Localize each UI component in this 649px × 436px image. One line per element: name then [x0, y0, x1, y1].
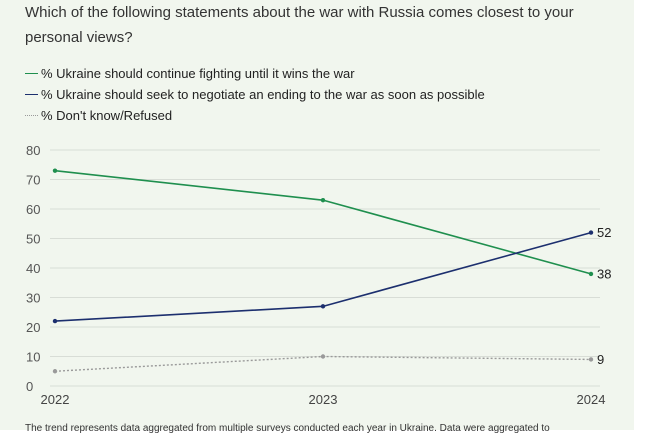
data-point-dontknow-2023: [320, 354, 326, 359]
x-tick-label-2023: 2023: [309, 392, 338, 407]
data-point-negotiate-2023: [320, 304, 326, 309]
legend-label-negotiate: % Ukraine should seek to negotiate an en…: [41, 87, 485, 102]
y-tick-label-40: 40: [26, 261, 40, 276]
y-tick-label-50: 50: [26, 232, 40, 247]
legend-swatch-dontknow: [25, 115, 38, 116]
series-line-fight: [54, 169, 592, 275]
chart-panel: Which of the following statements about …: [0, 0, 634, 434]
data-point-fight-2023: [320, 197, 326, 203]
y-tick-label-10: 10: [26, 350, 40, 365]
x-tick-label-2024: 2024: [577, 392, 606, 407]
y-tick-label-60: 60: [26, 202, 40, 217]
y-tick-label-30: 30: [26, 291, 40, 306]
legend-swatch-negotiate: [25, 94, 38, 95]
x-tick-label-2022: 2022: [41, 392, 70, 407]
legend-swatch-fight: [25, 73, 38, 74]
end-label-negotiate: 52: [597, 225, 611, 240]
series-line-dontknow: [54, 355, 592, 372]
end-label-fight: 38: [597, 266, 611, 281]
end-label-dontknow: 9: [597, 352, 604, 367]
line-chart: 0 10 20 30 40 50 60 70 80 2022 2023 2024 38 52 9: [26, 143, 611, 407]
legend-label-fight: % Ukraine should continue fighting until…: [41, 66, 355, 81]
data-point-negotiate-2022: [52, 318, 58, 324]
data-point-dontknow-2022: [52, 369, 58, 374]
data-point-dontknow-2024: [588, 357, 594, 362]
legend-item-negotiate: % Ukraine should seek to negotiate an en…: [25, 84, 485, 105]
legend-item-dontknow: % Don't know/Refused: [25, 105, 485, 126]
data-point-fight-2024: [588, 271, 594, 277]
data-point-fight-2022: [52, 168, 58, 173]
footnote: The trend represents data aggregated fro…: [25, 423, 550, 434]
legend: % Ukraine should continue fighting until…: [25, 63, 485, 126]
y-tick-label-20: 20: [26, 320, 40, 335]
y-tick-label-70: 70: [26, 173, 40, 188]
question-title: Which of the following statements about …: [25, 4, 574, 46]
data-point-negotiate-2024: [588, 230, 594, 235]
legend-label-dontknow: % Don't know/Refused: [41, 108, 173, 123]
legend-item-fight: % Ukraine should continue fighting until…: [25, 63, 485, 84]
y-tick-label-0: 0: [26, 379, 33, 394]
y-tick-label-80: 80: [26, 143, 40, 158]
